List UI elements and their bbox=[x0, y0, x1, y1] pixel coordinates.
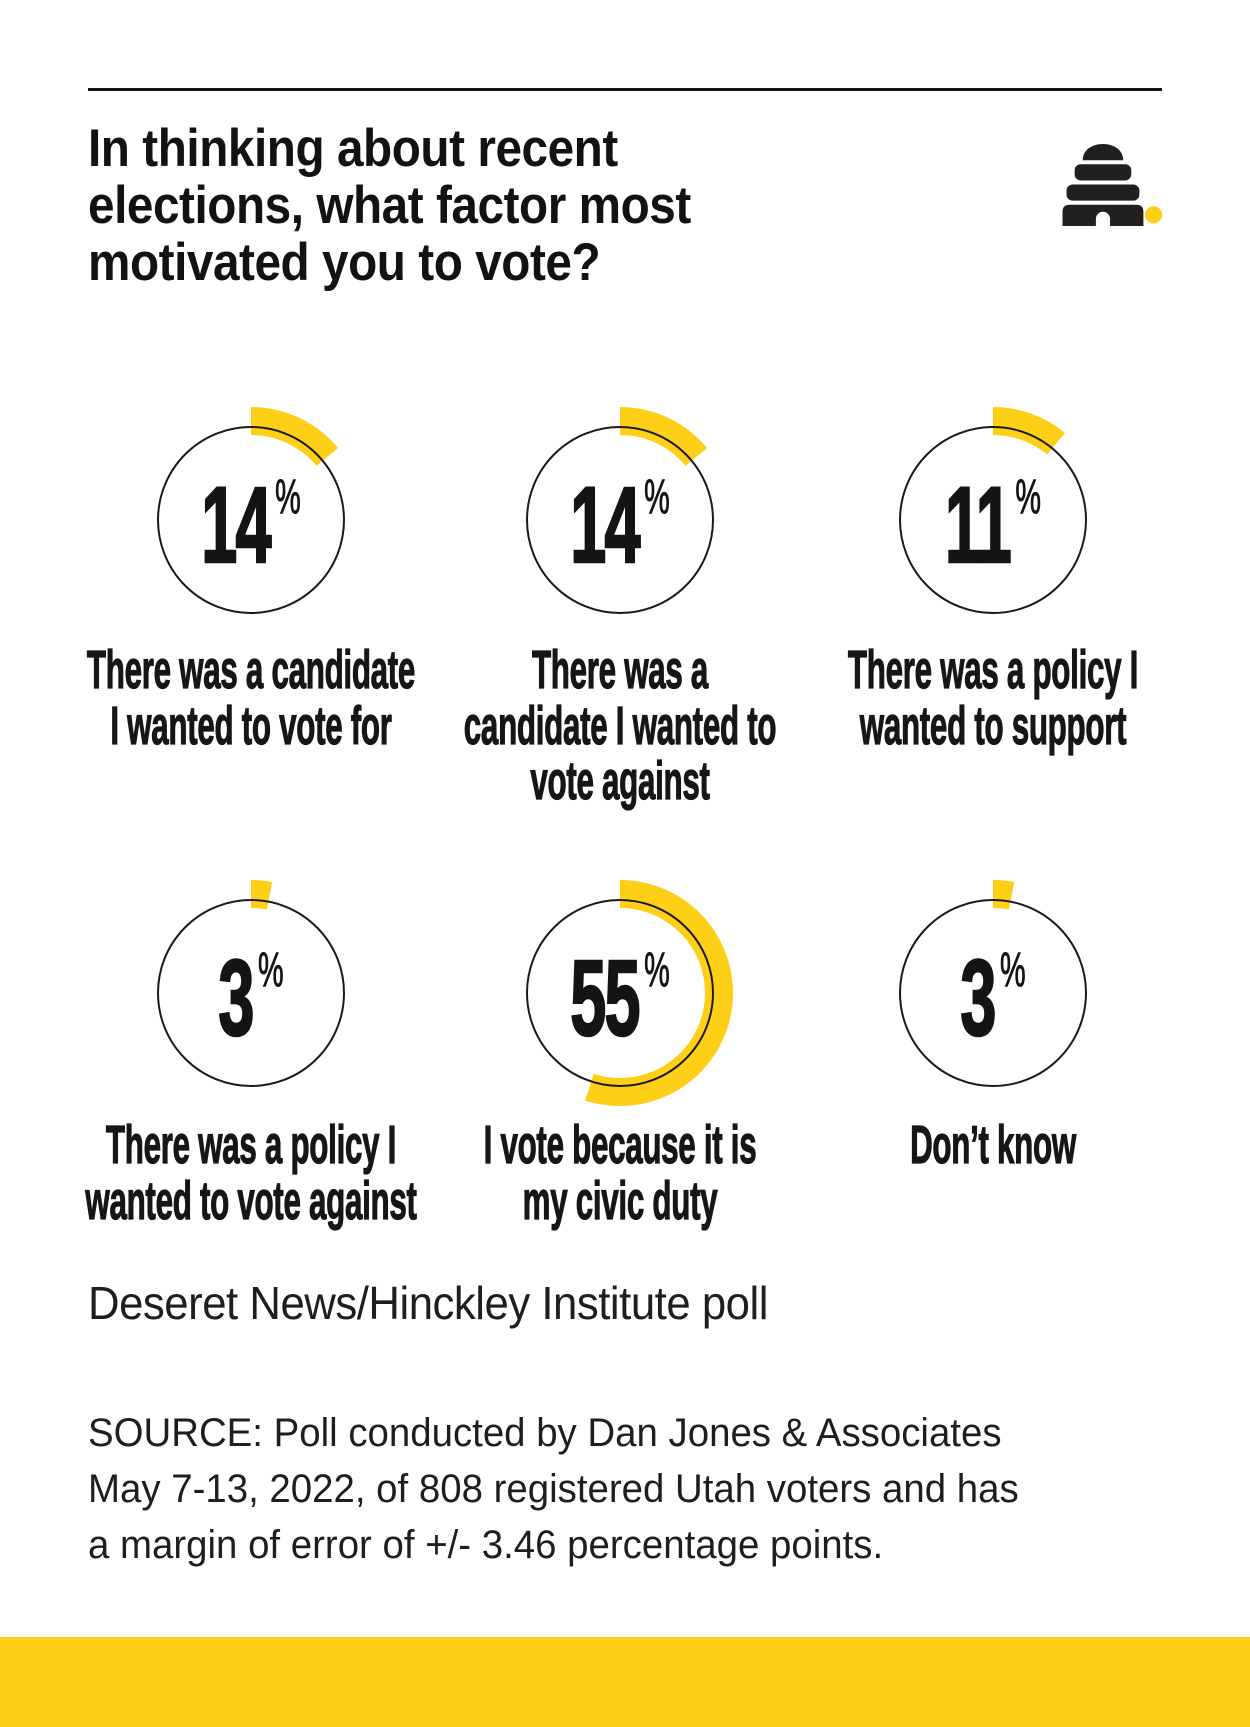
top-divider bbox=[88, 88, 1162, 91]
logo-yellow-dot bbox=[1144, 206, 1163, 224]
gauge-ring bbox=[526, 426, 714, 614]
gauge-svg bbox=[899, 880, 1087, 1087]
beehive-dome bbox=[1082, 144, 1124, 161]
footer-accent-bar bbox=[0, 1637, 1250, 1727]
gauge-ring bbox=[157, 899, 345, 1087]
gauge-value-group: 3% bbox=[218, 937, 284, 1058]
percent-sign: % bbox=[275, 471, 301, 524]
poll-attribution: Deseret News/Hinckley Institute poll bbox=[88, 1277, 768, 1329]
gauge-value-group: 55% bbox=[570, 937, 671, 1058]
gauge-3: 11% bbox=[863, 390, 1123, 650]
deseret-news-beehive-logo bbox=[1062, 144, 1163, 226]
gauge-arc bbox=[251, 880, 273, 910]
gauge-ring bbox=[899, 426, 1087, 614]
source-note: SOURCE: Poll conducted by Dan Jones & As… bbox=[88, 1411, 1019, 1567]
percent-sign: % bbox=[258, 944, 284, 997]
gauge-value: 14 bbox=[570, 464, 642, 585]
gauge-label: There was a policy I wanted to vote agai… bbox=[85, 1115, 417, 1231]
gauge-svg bbox=[899, 407, 1087, 614]
gauge-value: 11 bbox=[944, 464, 1012, 585]
gauge-value: 55 bbox=[570, 937, 642, 1058]
gauge-4: 3% bbox=[121, 863, 381, 1123]
beehive-bar bbox=[1074, 164, 1132, 181]
gauge-svg bbox=[157, 407, 345, 614]
percent-sign: % bbox=[1000, 944, 1026, 997]
gauge-label: There was a candidate I wanted to vote f… bbox=[86, 640, 416, 756]
percent-sign: % bbox=[644, 944, 670, 997]
gauge-2: 14% bbox=[490, 390, 750, 650]
gauge-ring bbox=[157, 426, 345, 614]
gauge-arc bbox=[585, 880, 733, 1106]
gauge-label: There was a policy I wanted to support bbox=[847, 640, 1139, 756]
gauge-svg bbox=[157, 880, 345, 1087]
gauge-5: 55% bbox=[490, 863, 750, 1123]
percent-sign: % bbox=[1015, 471, 1041, 524]
gauge-svg bbox=[526, 407, 714, 614]
gauge-arc bbox=[993, 880, 1015, 910]
beehive-bar bbox=[1066, 184, 1140, 201]
gauge-1: 14% bbox=[121, 390, 381, 650]
percent-sign: % bbox=[644, 471, 670, 524]
gauge-value-group: 14% bbox=[201, 464, 302, 585]
gauge-arc bbox=[251, 407, 339, 466]
gauge-label: I vote because it is my civic duty bbox=[483, 1115, 757, 1231]
gauge-ring bbox=[526, 899, 714, 1087]
gauge-arc bbox=[993, 407, 1066, 455]
beehive-base bbox=[1062, 204, 1144, 226]
gauge-value: 14 bbox=[201, 464, 273, 585]
gauge-value-group: 14% bbox=[570, 464, 671, 585]
gauge-value-group: 3% bbox=[960, 937, 1026, 1058]
gauge-svg bbox=[526, 880, 733, 1106]
gauge-arc bbox=[620, 407, 708, 466]
gauge-ring bbox=[899, 899, 1087, 1087]
gauge-6: 3% bbox=[863, 863, 1123, 1123]
gauge-value: 3 bbox=[218, 937, 256, 1058]
poll-question-title: In thinking about recent elections, what… bbox=[88, 119, 691, 293]
gauge-label: Don’t know bbox=[910, 1115, 1077, 1175]
gauge-value-group: 11% bbox=[944, 464, 1041, 585]
gauge-value: 3 bbox=[960, 937, 998, 1058]
gauge-label: There was a candidate I wanted to vote a… bbox=[463, 640, 777, 812]
